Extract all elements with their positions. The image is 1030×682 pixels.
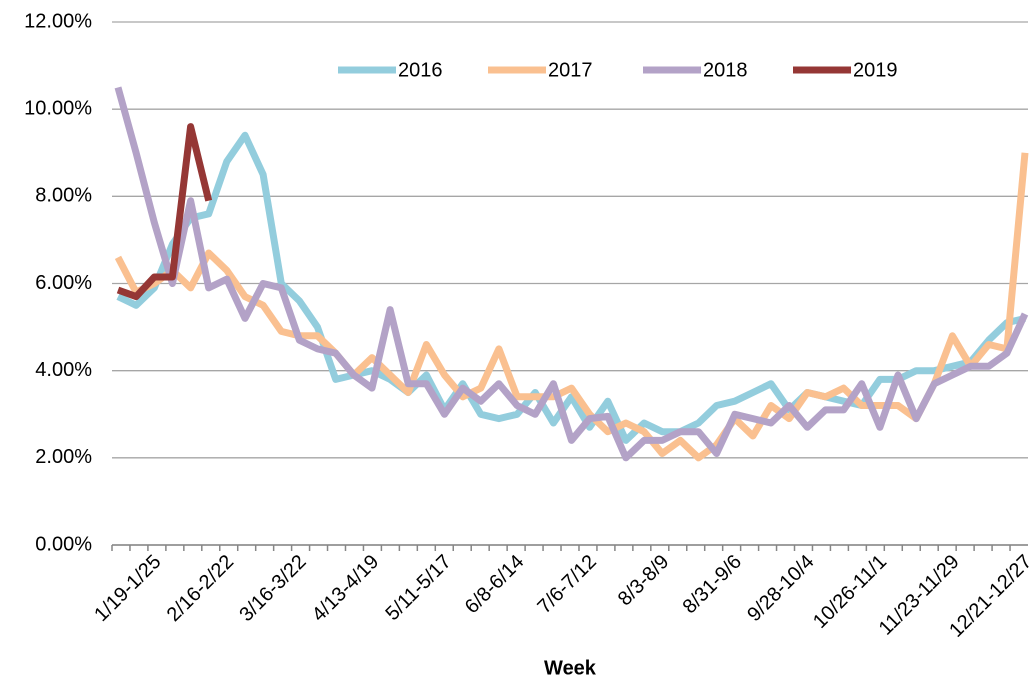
y-tick-label: 8.00% [35,185,92,207]
x-tick-label: 9/28-10/4 [743,551,818,626]
y-tick-label: 10.00% [24,97,92,119]
y-tick-label: 0.00% [35,533,92,555]
x-tick-label: 5/11-5/17 [382,551,456,625]
x-tick-label: 4/13-4/19 [308,551,383,626]
series-line [116,123,213,301]
x-tick-label: 8/31-9/6 [679,551,746,618]
legend-label: 2016 [398,59,443,81]
x-tick-label: 1/19-1/25 [90,551,165,626]
legend-label: 2019 [853,59,898,81]
x-tick-label: 8/3-8/9 [614,551,674,611]
x-tick-label: 6/8-6/14 [461,551,528,618]
y-tick-label: 6.00% [35,272,92,294]
x-tick-label: 3/16-3/22 [235,551,310,626]
y-tick-label: 12.00% [24,10,92,32]
x-tick-label: 2/16-2/22 [163,551,238,626]
legend-label: 2017 [548,59,593,81]
series-line [114,86,1029,462]
x-tick-label: 7/6-7/12 [533,551,600,618]
y-tick-label: 2.00% [35,446,92,468]
legend-label: 2018 [703,59,748,81]
x-axis-label: Week [544,657,597,679]
series-line [116,131,1026,444]
y-tick-label: 4.00% [35,359,92,381]
